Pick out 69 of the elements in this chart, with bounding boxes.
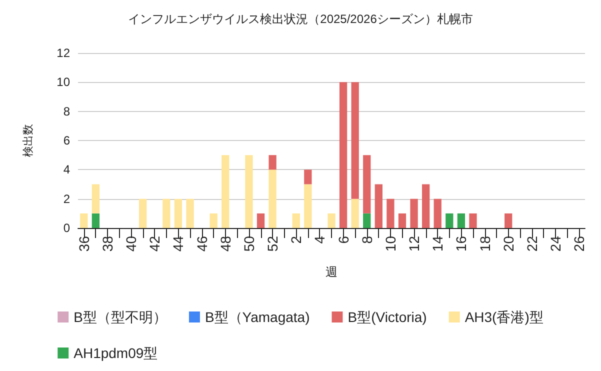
bar (92, 213, 100, 228)
x-tick-label: 40 (123, 236, 140, 252)
x-tick-label: 50 (240, 236, 257, 252)
y-tick-label: 0 (63, 221, 70, 235)
bar (186, 198, 194, 228)
bar (80, 213, 88, 228)
bar (446, 213, 454, 228)
bar (304, 170, 312, 184)
bar (374, 184, 382, 228)
x-tick-label: 10 (382, 236, 398, 252)
x-axis-title: 週 (326, 265, 338, 279)
legend-label: B型（型不明） (74, 309, 167, 325)
bar (469, 213, 477, 228)
x-tick-label: 18 (476, 236, 493, 252)
x-tick-label: 46 (194, 236, 210, 252)
x-tick-label: 14 (430, 236, 446, 252)
bar (174, 198, 182, 228)
x-tick-label: 36 (76, 236, 92, 252)
bar (410, 198, 418, 228)
y-tick-label: 2 (63, 192, 70, 206)
bar (504, 213, 512, 228)
bar (304, 184, 312, 228)
bar (398, 213, 406, 228)
x-tick-label: 44 (170, 236, 186, 252)
bar (457, 213, 466, 228)
x-tick-label: 8 (358, 236, 375, 244)
x-tick-label: 52 (264, 236, 281, 252)
x-tick-label: 48 (217, 236, 234, 252)
x-tick-label: 38 (99, 236, 116, 252)
bar (210, 213, 218, 228)
bar (268, 170, 276, 228)
bar (422, 184, 430, 228)
y-tick-label: 10 (56, 75, 70, 90)
x-tick-label: 4 (312, 236, 328, 244)
bar (328, 213, 336, 228)
bar (222, 155, 230, 228)
bar (386, 198, 394, 228)
bar (162, 198, 170, 228)
x-tick-label: 16 (453, 236, 470, 252)
y-axis-title: 検出数 (22, 124, 34, 157)
chart-title: インフルエンザウイルス検出状況（2025/2026シーズン）札幌市 (128, 12, 473, 26)
bar (268, 155, 276, 170)
y-tick-label: 8 (63, 104, 70, 118)
x-tick-label: 2 (288, 236, 304, 244)
y-tick-label: 12 (56, 46, 70, 60)
x-tick-label: 24 (548, 236, 564, 252)
bar (292, 213, 300, 228)
x-tick-label: 6 (335, 236, 352, 244)
x-tick-label: 22 (524, 236, 540, 252)
legend-label: AH3(香港)型 (464, 309, 544, 325)
x-tick-label: 26 (571, 236, 588, 252)
bar (256, 213, 265, 228)
bar (363, 213, 371, 228)
bar (351, 198, 359, 228)
legend-label: B型（Yamagata) (204, 309, 310, 325)
y-tick-label: 6 (63, 134, 70, 148)
bar (339, 82, 348, 228)
bar (434, 198, 442, 228)
bar (351, 82, 359, 199)
x-tick-label: 20 (500, 236, 516, 252)
bar (139, 198, 147, 228)
bar (92, 184, 100, 214)
y-tick-label: 4 (63, 162, 70, 177)
bar (363, 155, 371, 214)
x-tick-label: 12 (406, 236, 422, 252)
legend-label: AH1pdm09型 (74, 345, 158, 361)
x-tick-label: 42 (146, 236, 163, 252)
legend-label: B型(Victoria) (348, 309, 427, 325)
bar (245, 155, 253, 228)
